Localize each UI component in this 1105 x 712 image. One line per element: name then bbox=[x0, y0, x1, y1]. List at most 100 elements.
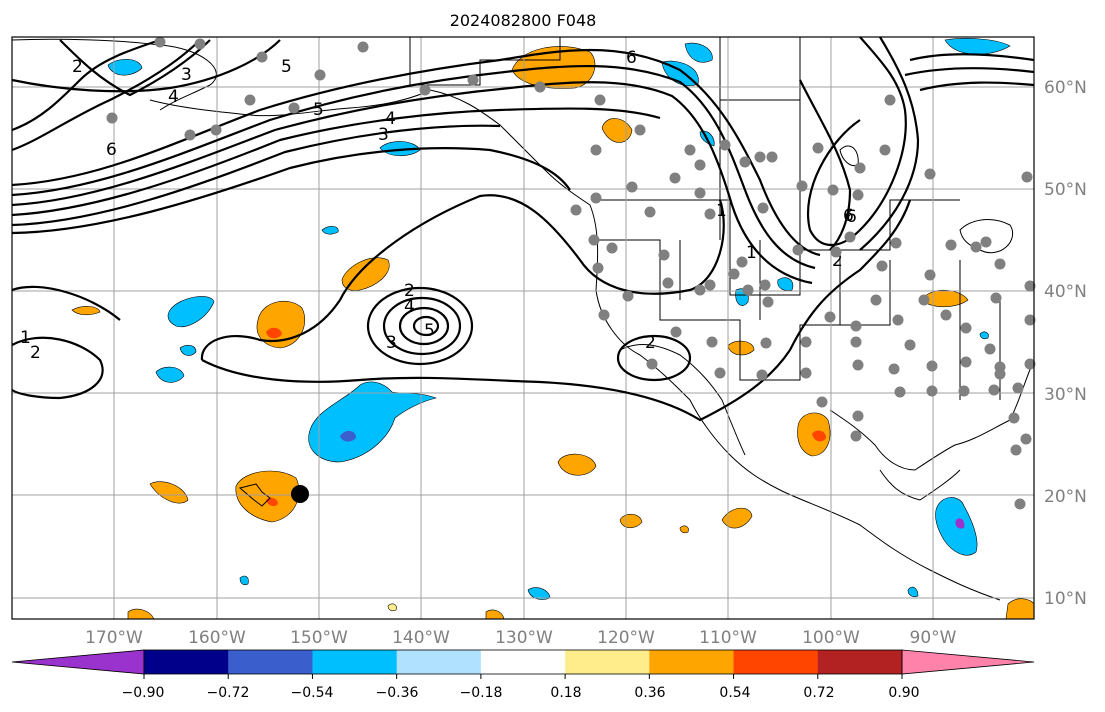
state-border bbox=[719, 37, 801, 200]
station-dot bbox=[592, 262, 604, 274]
station-dot bbox=[742, 284, 754, 296]
contour-line bbox=[807, 36, 907, 246]
station-dot bbox=[1008, 412, 1020, 424]
station-dot bbox=[960, 322, 972, 334]
station-dot bbox=[534, 81, 546, 93]
contour-line bbox=[11, 147, 571, 235]
colorbar-tick-label: −0.18 bbox=[460, 685, 503, 701]
contour-label: 6 bbox=[843, 206, 854, 226]
contour-line bbox=[398, 306, 450, 346]
shade-patch bbox=[107, 59, 143, 76]
state-border bbox=[596, 199, 960, 296]
lon-label: 130°W bbox=[495, 628, 553, 648]
colorbar-segment bbox=[480, 650, 566, 674]
shade-patch bbox=[679, 525, 689, 534]
lat-lon-grid bbox=[12, 37, 1034, 619]
colorbar-segment bbox=[733, 650, 819, 674]
station-dot bbox=[830, 246, 842, 258]
station-dot bbox=[106, 112, 118, 124]
coastline bbox=[429, 89, 1001, 601]
coastline bbox=[879, 469, 961, 501]
station-dot bbox=[706, 336, 718, 348]
map-frame bbox=[11, 36, 1035, 620]
shade-patch bbox=[727, 340, 755, 356]
contour-label: 1 bbox=[20, 328, 31, 348]
contour-line bbox=[366, 286, 474, 366]
station-dot bbox=[754, 151, 766, 163]
contour-line bbox=[59, 39, 211, 97]
contour-line bbox=[616, 334, 692, 382]
station-dot bbox=[960, 356, 972, 368]
colorbar-frame bbox=[143, 649, 903, 675]
station-dot bbox=[844, 231, 856, 243]
station-dot bbox=[850, 430, 862, 442]
station-markers bbox=[106, 36, 1036, 510]
station-dot bbox=[850, 320, 862, 332]
contour-line bbox=[919, 81, 1035, 92]
station-dot bbox=[1024, 358, 1036, 370]
colorbar-tick-label: 0.54 bbox=[719, 685, 750, 701]
station-dot bbox=[994, 258, 1006, 270]
contour-label: 5 bbox=[281, 57, 292, 77]
station-dot bbox=[154, 36, 166, 48]
station-dot bbox=[796, 180, 808, 192]
station-dot bbox=[598, 309, 610, 321]
station-dot bbox=[759, 279, 771, 291]
station-dot bbox=[719, 139, 731, 151]
station-dot bbox=[884, 94, 896, 106]
shade-patch bbox=[71, 306, 101, 316]
station-dot bbox=[704, 279, 716, 291]
contour-line bbox=[201, 199, 912, 422]
station-dot bbox=[854, 162, 866, 174]
station-dot bbox=[766, 151, 778, 163]
station-dot bbox=[739, 156, 751, 168]
station-dot bbox=[945, 239, 957, 251]
contour-label: 5 bbox=[313, 100, 324, 120]
station-dot bbox=[684, 144, 696, 156]
contour-label: 4 bbox=[385, 109, 396, 129]
station-dot bbox=[1010, 444, 1022, 456]
station-dot bbox=[988, 384, 1000, 396]
shade-patch bbox=[387, 603, 397, 612]
shade-patch bbox=[601, 118, 633, 143]
station-dot bbox=[924, 168, 936, 180]
contour-line bbox=[11, 39, 281, 93]
station-dot bbox=[1020, 433, 1032, 445]
contour-line bbox=[382, 296, 462, 356]
station-dot bbox=[904, 339, 916, 351]
lon-label: 140°W bbox=[392, 628, 450, 648]
contour-line bbox=[859, 36, 920, 251]
station-dot bbox=[800, 336, 812, 348]
contour-line bbox=[412, 315, 440, 337]
contour-label: 1 bbox=[716, 201, 727, 221]
station-dot bbox=[918, 294, 930, 306]
station-dot bbox=[852, 359, 864, 371]
station-dot bbox=[622, 290, 634, 302]
station-dot bbox=[728, 268, 740, 280]
contour-line bbox=[904, 67, 1035, 77]
station-dot bbox=[852, 189, 864, 201]
shade-patch bbox=[907, 586, 919, 598]
station-dot bbox=[926, 360, 938, 372]
station-dot bbox=[850, 336, 862, 348]
station-dot bbox=[467, 74, 479, 86]
station-dot bbox=[606, 242, 618, 254]
station-dot bbox=[210, 124, 222, 136]
shade-patch bbox=[812, 430, 826, 442]
coastline bbox=[409, 37, 561, 86]
station-dot bbox=[876, 260, 888, 272]
station-dot bbox=[694, 159, 706, 171]
coastline bbox=[238, 483, 271, 507]
station-dot bbox=[194, 38, 206, 50]
contour-label: 3 bbox=[378, 125, 389, 145]
contour-label: 2 bbox=[72, 57, 83, 77]
station-dot bbox=[792, 244, 804, 256]
coastline bbox=[959, 219, 1014, 254]
station-dot bbox=[590, 144, 602, 156]
location-marker bbox=[291, 485, 309, 503]
station-dot bbox=[669, 172, 681, 184]
station-dot bbox=[879, 144, 891, 156]
shade-patch bbox=[340, 430, 356, 442]
coastline bbox=[619, 344, 746, 456]
contour-label: 2 bbox=[404, 281, 415, 301]
